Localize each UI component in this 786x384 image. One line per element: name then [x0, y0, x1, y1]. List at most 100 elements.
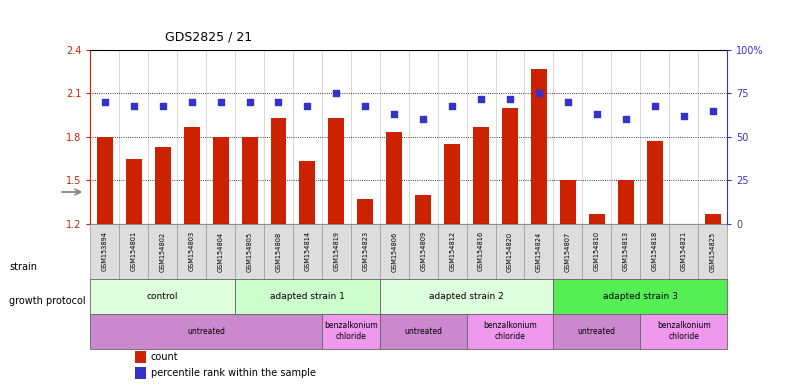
Bar: [329, 118, 344, 224]
Bar: [135, 367, 146, 379]
Text: GSM154801: GSM154801: [130, 231, 137, 271]
Bar: [293, 224, 322, 279]
Bar: [235, 224, 264, 279]
Bar: [409, 224, 438, 279]
Point: [98, 99, 111, 105]
Point: [215, 99, 227, 105]
Bar: [135, 351, 146, 363]
Text: untreated: untreated: [404, 327, 443, 336]
Point: [185, 99, 198, 105]
Bar: [698, 224, 727, 279]
Bar: [531, 69, 547, 224]
Point: [359, 103, 372, 109]
Bar: [704, 214, 721, 224]
Point: [619, 116, 632, 122]
Text: GSM154821: GSM154821: [681, 231, 687, 271]
Bar: [589, 214, 604, 224]
Bar: [560, 180, 576, 224]
Text: count: count: [151, 352, 178, 362]
Bar: [618, 180, 634, 224]
Bar: [184, 127, 200, 224]
Text: GSM154810: GSM154810: [594, 231, 600, 271]
Bar: [270, 118, 286, 224]
Bar: [553, 224, 582, 279]
Point: [446, 103, 458, 109]
Text: GSM154806: GSM154806: [391, 231, 397, 271]
Text: GSM154807: GSM154807: [565, 231, 571, 271]
Text: GSM154816: GSM154816: [478, 231, 484, 271]
Text: GSM154813: GSM154813: [623, 232, 629, 271]
Point: [417, 116, 429, 122]
Text: GSM154802: GSM154802: [160, 231, 166, 271]
Point: [388, 111, 401, 117]
Bar: [415, 195, 432, 224]
Bar: [380, 314, 467, 349]
Point: [562, 99, 575, 105]
Bar: [473, 127, 489, 224]
Point: [678, 113, 690, 119]
Text: GSM154809: GSM154809: [421, 231, 426, 271]
Text: GSM154814: GSM154814: [304, 231, 310, 271]
Bar: [177, 224, 206, 279]
Bar: [126, 159, 141, 224]
Bar: [444, 144, 460, 224]
Bar: [119, 224, 149, 279]
Text: GSM154824: GSM154824: [536, 231, 542, 271]
Bar: [669, 224, 698, 279]
Bar: [553, 314, 641, 349]
Bar: [582, 224, 612, 279]
Bar: [351, 224, 380, 279]
Bar: [358, 199, 373, 224]
Point: [648, 103, 661, 109]
Text: control: control: [147, 292, 178, 301]
Bar: [380, 279, 553, 314]
Bar: [641, 314, 727, 349]
Bar: [467, 224, 495, 279]
Bar: [380, 224, 409, 279]
Text: GSM154803: GSM154803: [189, 231, 195, 271]
Bar: [495, 224, 524, 279]
Text: benzalkonium
chloride: benzalkonium chloride: [324, 321, 378, 341]
Bar: [553, 279, 727, 314]
Bar: [241, 137, 258, 224]
Text: benzalkonium
chloride: benzalkonium chloride: [657, 321, 711, 341]
Bar: [386, 132, 402, 224]
Point: [533, 90, 545, 96]
Text: adapted strain 2: adapted strain 2: [429, 292, 504, 301]
Bar: [467, 314, 553, 349]
Bar: [206, 224, 235, 279]
Bar: [90, 224, 119, 279]
Point: [330, 90, 343, 96]
Text: benzalkonium
chloride: benzalkonium chloride: [483, 321, 537, 341]
Point: [156, 103, 169, 109]
Text: GSM154820: GSM154820: [507, 231, 513, 271]
Text: untreated: untreated: [187, 327, 225, 336]
Text: adapted strain 1: adapted strain 1: [270, 292, 345, 301]
Bar: [322, 224, 351, 279]
Bar: [97, 137, 113, 224]
Bar: [322, 314, 380, 349]
Point: [127, 103, 140, 109]
Bar: [647, 141, 663, 224]
Point: [244, 99, 256, 105]
Text: GSM154825: GSM154825: [710, 231, 715, 271]
Point: [504, 96, 516, 102]
Bar: [502, 108, 518, 224]
Text: GSM154808: GSM154808: [276, 231, 281, 271]
Point: [707, 108, 719, 114]
Text: GSM154804: GSM154804: [218, 231, 223, 271]
Bar: [524, 224, 553, 279]
Point: [475, 96, 487, 102]
Point: [301, 103, 314, 109]
Text: untreated: untreated: [578, 327, 615, 336]
Text: growth protocol: growth protocol: [9, 296, 86, 306]
Text: GSM154818: GSM154818: [652, 231, 658, 271]
Bar: [438, 224, 467, 279]
Text: strain: strain: [9, 262, 38, 272]
Bar: [213, 137, 229, 224]
Bar: [149, 224, 177, 279]
Bar: [264, 224, 293, 279]
Point: [272, 99, 285, 105]
Bar: [612, 224, 641, 279]
Bar: [235, 279, 380, 314]
